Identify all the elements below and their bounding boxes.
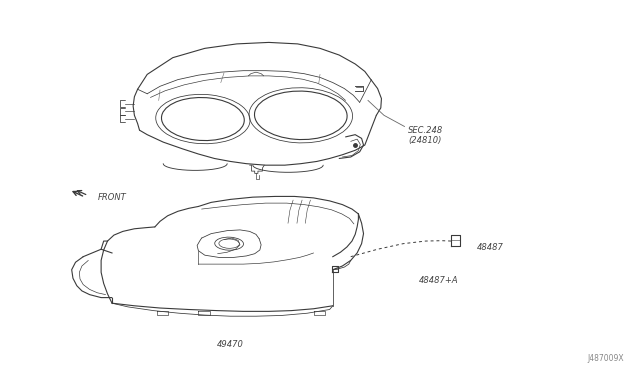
Text: J487009X: J487009X [588, 354, 624, 363]
Text: SEC.248
(24810): SEC.248 (24810) [408, 126, 444, 145]
Text: FRONT: FRONT [98, 193, 127, 202]
Text: 49470: 49470 [217, 340, 244, 349]
Text: 48487+A: 48487+A [419, 276, 459, 285]
Text: 48487: 48487 [477, 243, 504, 252]
